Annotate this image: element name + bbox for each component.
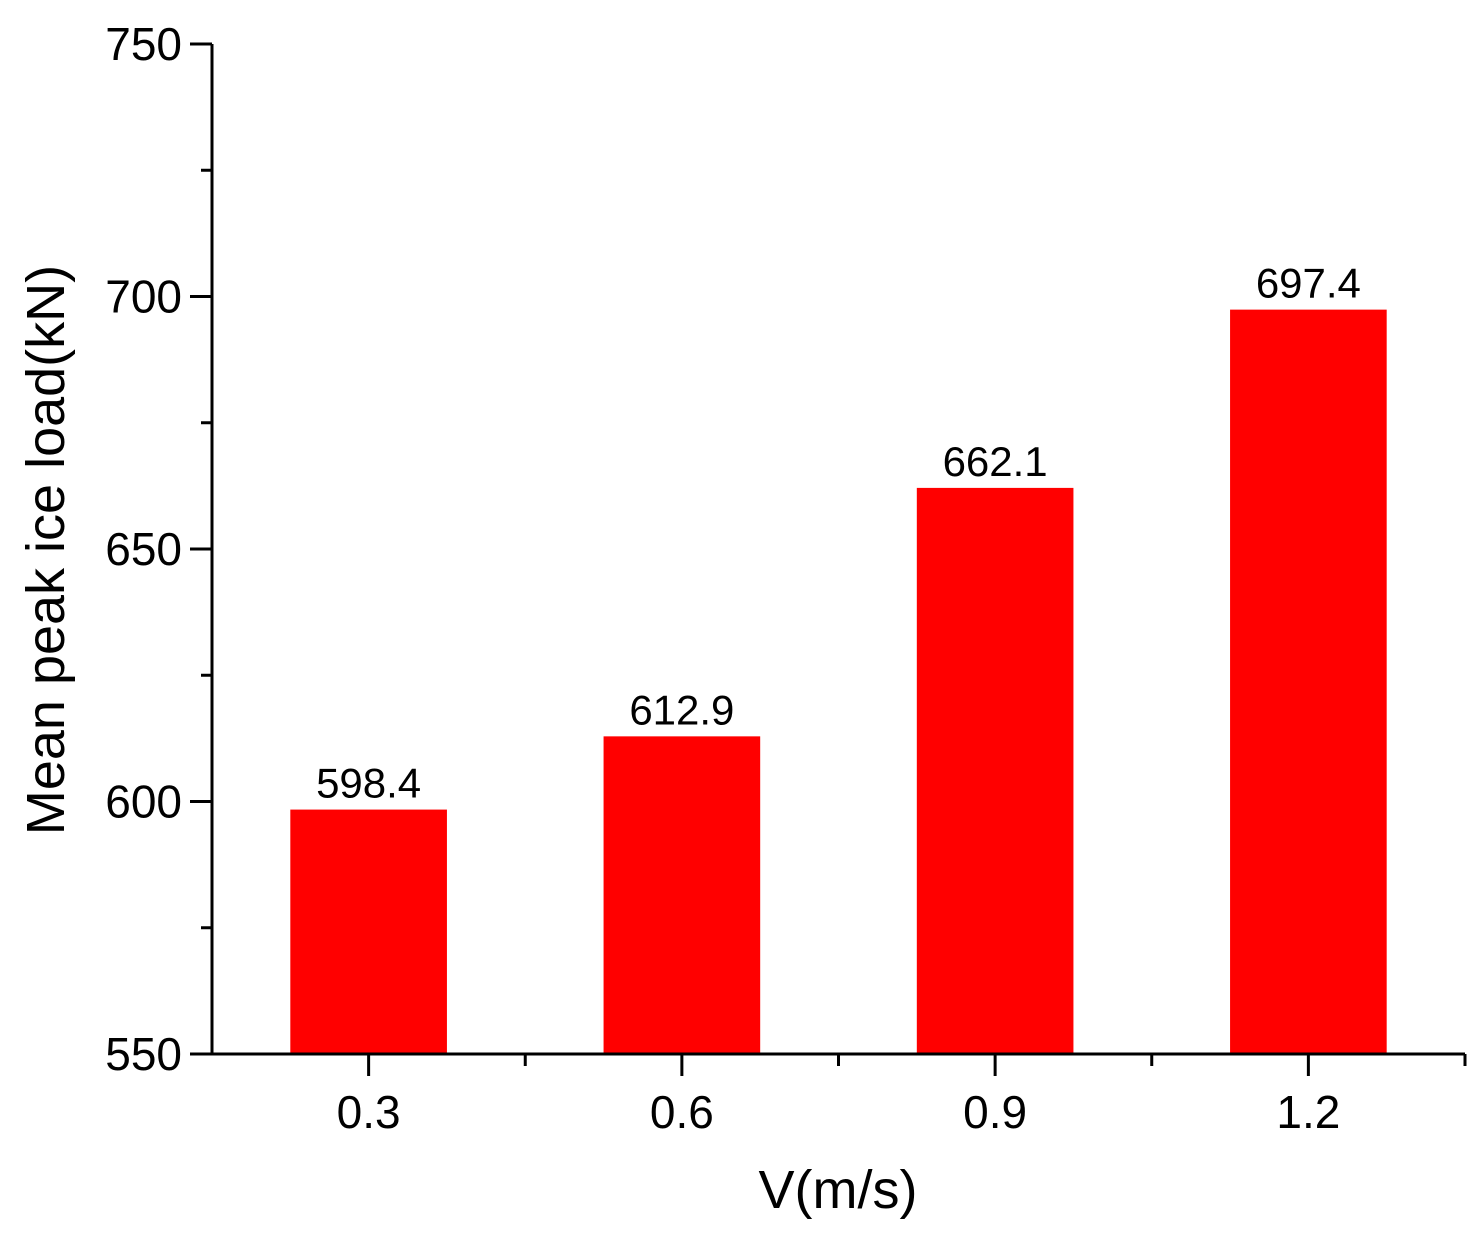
y-tick-label: 550 — [105, 1028, 182, 1080]
y-tick-label: 600 — [105, 776, 182, 828]
data-labels: 598.4 612.9 662.1 697.4 — [316, 260, 1361, 807]
bar-value-label: 697.4 — [1256, 260, 1361, 307]
bar-value-label: 612.9 — [629, 686, 734, 733]
y-tick-label: 700 — [105, 271, 182, 323]
bar — [290, 809, 447, 1054]
bar — [603, 736, 761, 1054]
y-tick-label: 650 — [105, 523, 182, 575]
y-tick-label: 750 — [105, 18, 182, 70]
y-axis-title: Mean peak ice load(kN) — [16, 265, 76, 835]
bar-value-label: 598.4 — [316, 760, 421, 807]
x-axis-title: V(m/s) — [759, 1160, 918, 1220]
x-tick-label: 0.3 — [337, 1086, 401, 1138]
bar — [916, 487, 1074, 1054]
bar — [1230, 309, 1387, 1054]
x-tick-label: 1.2 — [1276, 1086, 1340, 1138]
x-tick-label: 0.6 — [650, 1086, 714, 1138]
x-tick-label: 0.9 — [963, 1086, 1027, 1138]
bar-value-label: 662.1 — [943, 438, 1048, 485]
ticks: 550 600 650 700 750 0.3 0.6 0.9 1.2 — [105, 18, 1467, 1138]
bars — [290, 309, 1387, 1054]
